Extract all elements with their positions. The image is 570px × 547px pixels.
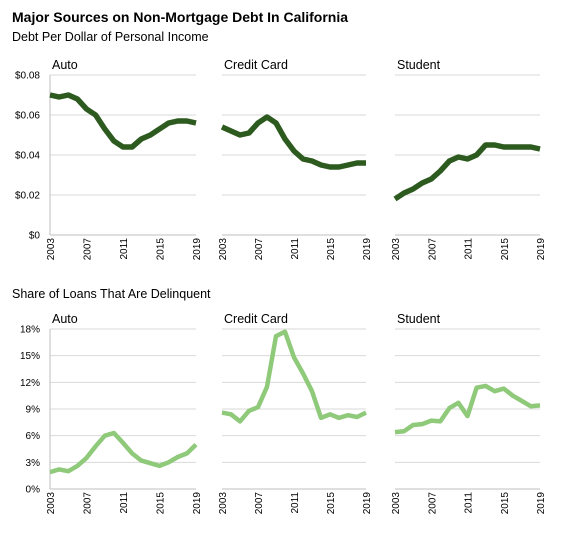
small-multiples-grid: Auto $0 $0.02 $0.04 $0.06 $0.08 2003 2007 2011 20…	[15, 58, 547, 514]
panel-title: Auto	[52, 58, 78, 72]
x-tick-label: 2011	[119, 492, 130, 514]
y-tick-label: 18%	[20, 325, 40, 336]
x-tick-label: 2007	[254, 492, 265, 515]
x-tick-label: 2003	[46, 238, 57, 261]
x-tick-label: 2015	[500, 492, 511, 515]
x-tick-label: 2011	[464, 238, 475, 260]
x-tick-label: 2019	[536, 492, 547, 515]
panel-credit-card: Credit Card 2003 2007 2011 2015 2019	[218, 58, 373, 260]
panel-title: Credit Card	[224, 312, 288, 326]
x-tick-label: 2003	[46, 492, 57, 515]
x-tick-label: 2011	[119, 238, 130, 260]
panel-auto: Auto 0% 3% 6% 9% 12% 15% 18% 2003 2007 2011 2015 201…	[20, 312, 203, 514]
series-line	[221, 329, 367, 424]
x-tick-label: 2003	[391, 238, 402, 261]
x-tick-label: 2007	[83, 492, 94, 515]
x-tick-label: 2015	[326, 492, 337, 515]
x-tick-label: 2011	[290, 238, 301, 260]
y-tick-label: $0.08	[15, 71, 40, 82]
top-section-subtitle: Debt Per Dollar of Personal Income	[12, 30, 209, 44]
x-tick-label: 2007	[427, 492, 438, 515]
x-tick-label: 2019	[362, 238, 373, 261]
series-line	[49, 92, 197, 150]
x-tick-label: 2011	[464, 492, 475, 514]
y-tick-label: 15%	[20, 351, 40, 362]
x-tick-label: 2003	[218, 492, 229, 515]
series-line	[393, 142, 541, 202]
bottom-section-subtitle: Share of Loans That Are Delinquent	[12, 287, 211, 301]
x-tick-label: 2019	[192, 238, 203, 261]
x-tick-label: 2015	[156, 238, 167, 261]
x-tick-label: 2015	[156, 492, 167, 515]
y-tick-label: $0	[29, 231, 41, 242]
series-line	[394, 383, 541, 435]
x-tick-label: 2019	[536, 238, 547, 261]
series-line	[220, 114, 366, 170]
x-tick-label: 2007	[83, 238, 94, 261]
y-tick-label: 9%	[26, 405, 41, 416]
panel-title: Credit Card	[224, 58, 288, 72]
panel-title: Auto	[52, 312, 78, 326]
y-tick-label: $0.06	[15, 111, 40, 122]
x-tick-label: 2015	[500, 238, 511, 261]
x-tick-label: 2011	[290, 492, 301, 514]
panel-student: Student 2003 2007 2011 2015 2019	[391, 58, 547, 260]
y-tick-label: 0%	[26, 485, 41, 496]
y-tick-label: 6%	[26, 431, 41, 442]
y-tick-label: 3%	[26, 458, 41, 469]
x-tick-label: 2003	[218, 238, 229, 261]
panel-credit-card: Credit Card 2003 2007 2011 2015 2019	[218, 312, 373, 514]
panel-title: Student	[397, 58, 441, 72]
x-tick-label: 2007	[254, 238, 265, 261]
y-tick-label: $0.02	[15, 191, 40, 202]
panel-student: Student 2003 2007 2011 2015 2019	[391, 312, 547, 514]
x-tick-label: 2019	[362, 492, 373, 515]
panel-auto: Auto $0 $0.02 $0.04 $0.06 $0.08 2003 2007 2011 20…	[15, 58, 203, 260]
y-tick-label: $0.04	[15, 151, 40, 162]
x-tick-label: 2007	[427, 238, 438, 261]
panel-title: Student	[397, 312, 441, 326]
x-tick-label: 2015	[326, 238, 337, 261]
chart-title: Major Sources on Non-Mortgage Debt In Ca…	[12, 9, 348, 25]
x-tick-label: 2003	[391, 492, 402, 515]
y-tick-label: 12%	[20, 378, 40, 389]
series-line	[49, 430, 198, 475]
x-tick-label: 2019	[192, 492, 203, 515]
